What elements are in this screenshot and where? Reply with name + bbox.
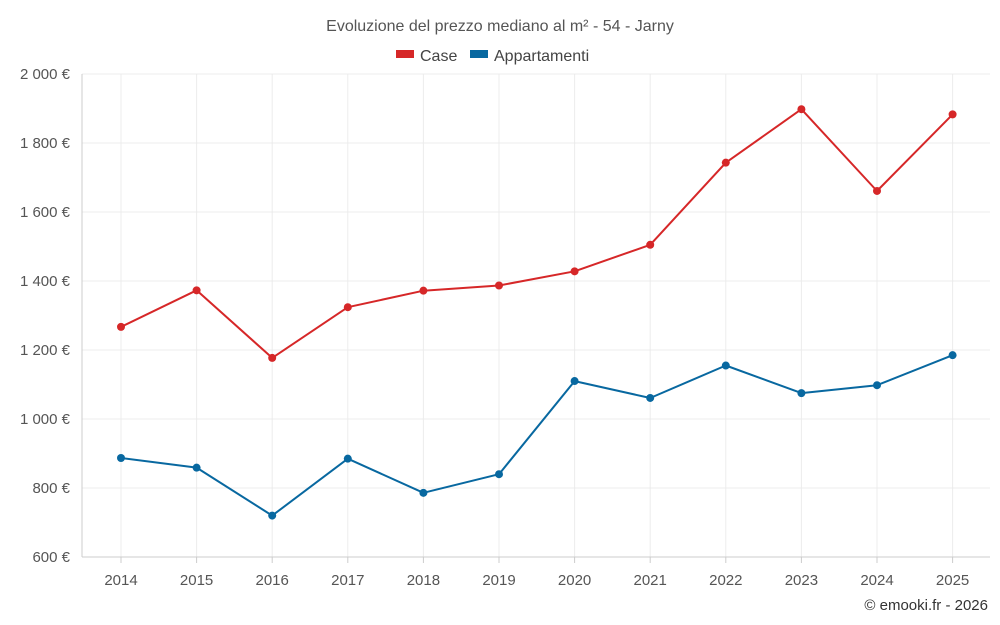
data-point-case[interactable] [192, 286, 201, 295]
x-tick-label: 2024 [860, 572, 893, 589]
data-point-appartamenti[interactable] [721, 361, 730, 370]
x-tick-label: 2025 [936, 572, 969, 589]
data-point-appartamenti[interactable] [117, 453, 125, 462]
data-point-appartamenti[interactable] [495, 470, 503, 479]
x-tick-label: 2016 [256, 572, 289, 589]
data-point-case[interactable] [948, 110, 957, 119]
data-point-case[interactable] [646, 240, 655, 249]
series-line-case [120, 108, 954, 359]
data-point-case[interactable] [797, 105, 806, 114]
data-point-appartamenti[interactable] [873, 381, 881, 390]
x-tick-label: 2023 [785, 572, 818, 589]
data-point-appartamenti[interactable] [797, 389, 806, 398]
series-case [117, 105, 957, 362]
series-appartamenti [117, 351, 957, 520]
data-point-case[interactable] [419, 286, 428, 295]
x-tick-label: 2021 [634, 572, 667, 589]
data-point-appartamenti[interactable] [646, 393, 655, 402]
y-tick-label: 1 000 € [20, 411, 71, 428]
x-tick-label: 2022 [709, 572, 742, 589]
legend: Case Appartamenti [396, 48, 589, 65]
data-point-appartamenti[interactable] [570, 377, 579, 386]
y-tick-label: 2 000 € [20, 66, 71, 83]
x-tick-label: 2020 [558, 572, 591, 589]
legend-swatch-case [396, 50, 414, 58]
y-tick-label: 1 200 € [20, 342, 71, 359]
data-point-case[interactable] [721, 158, 730, 167]
credit-text: © emooki.fr - 2026 [864, 597, 988, 614]
chart-title: Evoluzione del prezzo mediano al m² - 54… [326, 18, 674, 35]
data-point-appartamenti[interactable] [948, 351, 957, 360]
grid [82, 73, 990, 557]
series-line-appartamenti [120, 354, 953, 517]
data-point-appartamenti[interactable] [343, 454, 352, 463]
y-tick-label: 1 400 € [20, 273, 71, 290]
data-point-case[interactable] [343, 303, 352, 312]
y-tick-label: 800 € [32, 480, 70, 497]
y-tick-label: 1 600 € [20, 204, 71, 221]
data-point-appartamenti[interactable] [419, 488, 428, 497]
data-point-case[interactable] [873, 186, 881, 195]
data-point-case[interactable] [570, 267, 579, 276]
data-point-case[interactable] [268, 353, 277, 362]
data-point-appartamenti[interactable] [192, 463, 201, 472]
x-tick-label: 2018 [407, 572, 440, 589]
data-point-case[interactable] [495, 281, 503, 290]
x-tick-label: 2014 [104, 572, 137, 589]
data-point-case[interactable] [117, 322, 125, 331]
data-point-appartamenti[interactable] [268, 511, 277, 520]
legend-label-case[interactable]: Case [420, 48, 457, 65]
x-tick-label: 2015 [180, 572, 213, 589]
series-layer [117, 105, 957, 520]
x-tick-label: 2017 [331, 572, 364, 589]
x-tick-label: 2019 [482, 572, 515, 589]
y-tick-label: 1 800 € [20, 135, 71, 152]
legend-swatch-appartamenti [470, 50, 488, 58]
axes: 600 € 800 € 1 000 € 1 200 € 1 400 € 1 600 € 1 … [20, 66, 990, 589]
legend-label-appartamenti[interactable]: Appartamenti [494, 48, 589, 65]
y-tick-label: 600 € [32, 549, 70, 566]
